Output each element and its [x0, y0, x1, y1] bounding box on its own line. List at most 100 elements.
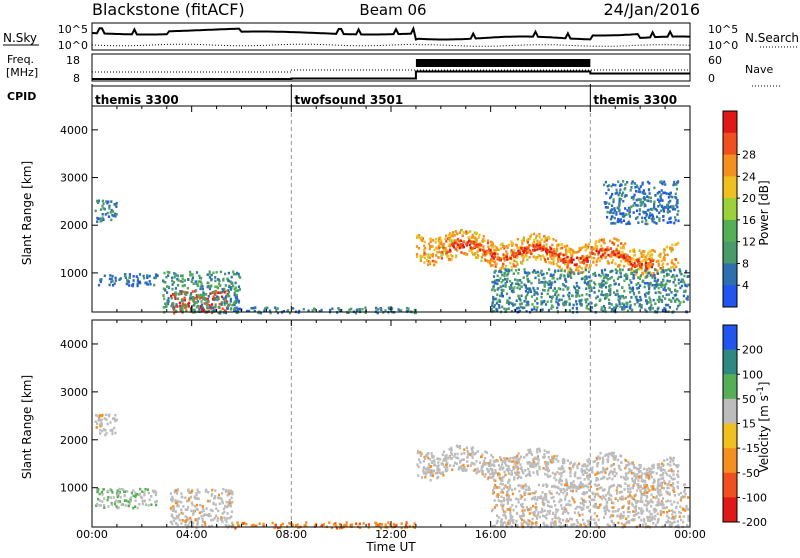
echo-cell	[627, 511, 629, 514]
echo-cell	[566, 245, 568, 248]
echo-cell	[571, 485, 573, 488]
echo-cell	[155, 491, 157, 494]
echo-cell	[575, 490, 577, 493]
echo-cell	[515, 473, 517, 476]
echo-cell	[437, 476, 439, 479]
echo-cell	[654, 488, 656, 491]
echo-cell	[523, 256, 525, 259]
echo-cell	[582, 519, 584, 522]
echo-cell	[615, 497, 617, 500]
echo-cell	[118, 492, 120, 495]
echo-cell	[498, 486, 500, 489]
echo-cell	[182, 277, 184, 280]
echo-cell	[664, 507, 666, 510]
echo-cell	[661, 485, 663, 488]
echo-cell	[217, 517, 219, 520]
echo-cell	[548, 456, 550, 459]
echo-cell	[547, 293, 549, 296]
echo-cell	[517, 498, 519, 501]
echo-cell	[576, 285, 578, 288]
echo-cell	[524, 469, 526, 472]
echo-cell	[539, 255, 541, 258]
echo-cell	[503, 499, 505, 502]
y-tick-label: 1000	[60, 267, 88, 280]
echo-cell	[640, 274, 642, 277]
echo-cell	[674, 521, 676, 524]
echo-cell	[570, 490, 572, 493]
echo-cell	[664, 254, 666, 257]
echo-cell	[254, 306, 256, 309]
echo-cell	[657, 513, 659, 516]
echo-cell	[600, 478, 602, 481]
echo-cell	[526, 506, 528, 509]
echo-cell	[585, 287, 587, 290]
echo-cell	[513, 509, 515, 512]
echo-cell	[584, 478, 586, 481]
echo-cell	[605, 274, 607, 277]
echo-cell	[608, 285, 610, 288]
echo-cell	[633, 211, 635, 214]
echo-cell	[155, 494, 157, 497]
echo-cell	[638, 471, 640, 474]
station-title: Blackstone (fitACF)	[92, 0, 245, 19]
echo-cell	[238, 285, 240, 288]
echo-cell	[619, 219, 621, 222]
echo-cell	[321, 524, 323, 527]
echo-cell	[667, 491, 669, 494]
echo-cell	[659, 298, 661, 301]
echo-cell	[606, 281, 608, 284]
echo-cell	[417, 450, 419, 453]
echo-cell	[566, 481, 568, 484]
echo-cell	[143, 494, 145, 497]
echo-cell	[108, 205, 110, 208]
echo-cell	[536, 306, 538, 309]
echo-cell	[620, 198, 622, 201]
echo-cell	[640, 252, 642, 255]
echo-cell	[429, 469, 431, 472]
echo-cell	[645, 262, 647, 265]
echo-cell	[527, 449, 529, 452]
echo-cell	[639, 296, 641, 299]
echo-cell	[165, 303, 167, 306]
echo-cell	[601, 498, 603, 501]
echo-cell	[664, 269, 666, 272]
echo-cell	[662, 262, 664, 265]
echo-cell	[551, 244, 553, 247]
echo-cell	[520, 306, 522, 309]
echo-cell	[483, 235, 485, 238]
echo-cell	[168, 297, 170, 300]
echo-cell	[471, 449, 473, 452]
echo-cell	[98, 284, 100, 287]
echo-cell	[611, 308, 613, 311]
echo-cell	[207, 282, 209, 285]
echo-cell	[564, 278, 566, 281]
echo-cell	[629, 222, 631, 225]
echo-cell	[535, 291, 537, 294]
echo-cell	[207, 500, 209, 503]
echo-cell	[533, 270, 535, 273]
echo-cell	[672, 297, 674, 300]
echo-cell	[598, 283, 600, 286]
echo-cell	[522, 259, 524, 262]
echo-cell	[657, 260, 659, 263]
echo-cell	[662, 219, 664, 222]
echo-cell	[555, 458, 557, 461]
echo-cell	[645, 299, 647, 302]
echo-cell	[591, 257, 593, 260]
echo-cell	[628, 521, 630, 524]
echo-cell	[129, 276, 131, 279]
echo-cell	[531, 303, 533, 306]
echo-cell	[660, 267, 662, 270]
echo-cell	[604, 252, 606, 255]
echo-cell	[641, 304, 643, 307]
echo-cell	[641, 272, 643, 275]
echo-cell	[617, 218, 619, 221]
echo-cell	[673, 263, 675, 266]
echo-cell	[193, 282, 195, 285]
echo-cell	[636, 265, 638, 268]
echo-cell	[237, 309, 239, 312]
echo-cell	[579, 477, 581, 480]
echo-cell	[544, 509, 546, 512]
echo-cell	[175, 292, 177, 295]
echo-cell	[556, 492, 558, 495]
